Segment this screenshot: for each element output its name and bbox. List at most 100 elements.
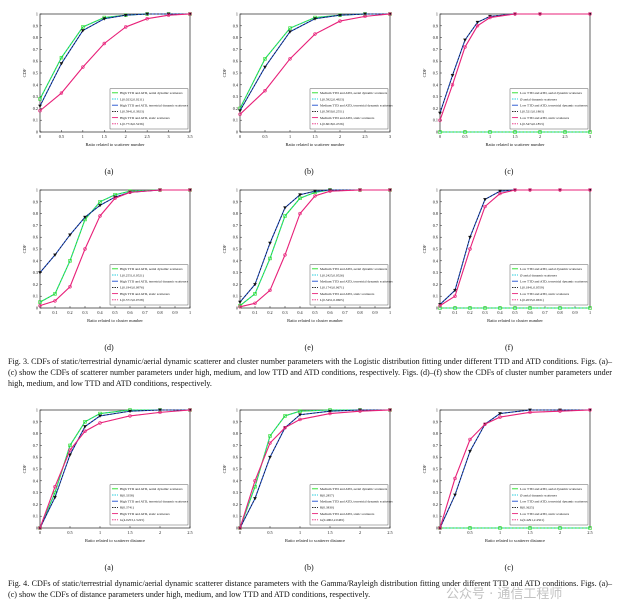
data-point [438, 303, 442, 308]
data-point [59, 55, 64, 60]
y-tick-label: 0.8 [33, 35, 38, 40]
legend: Medium TTD and ATD, aerial dynamic scatt… [309, 264, 393, 306]
y-tick-label: 0.8 [233, 211, 238, 216]
data-point [468, 306, 472, 310]
fit-line [239, 409, 391, 529]
data-point [98, 200, 102, 204]
data-point [450, 83, 455, 87]
data-point [268, 241, 272, 246]
data-point [268, 441, 272, 445]
data-point [68, 285, 72, 289]
legend-entry: High TTD and ATD, aerial dynamic scatter… [120, 91, 183, 96]
y-tick-label: 0.2 [433, 106, 438, 111]
legend-entry: Ø aerial dynamic scatterers [520, 493, 558, 497]
data-point [80, 29, 85, 33]
y-axis-label: CDF [222, 244, 227, 253]
y-tick-label: 0.1 [33, 294, 38, 299]
y-tick-label: 0.8 [233, 35, 238, 40]
legend-entry: Medium TTD and ATD, aerial dynamic scatt… [320, 91, 388, 96]
data-point [166, 13, 171, 17]
y-tick-label: 0 [36, 306, 38, 311]
data-point [513, 130, 517, 134]
y-tick-label: 0.1 [433, 294, 438, 299]
legend-entry: L(0.5941,0.3923) [120, 110, 144, 115]
y-tick-label: 0.2 [433, 502, 438, 507]
data-point [158, 410, 162, 415]
legend-entry: R(0.3625) [520, 506, 534, 510]
data-point [38, 104, 42, 108]
data-point [313, 17, 317, 21]
panel-label: (c) [504, 563, 514, 572]
data-point [53, 484, 57, 489]
data-point [83, 429, 87, 433]
y-tick-label: 0.4 [33, 258, 39, 263]
legend-entry: L(0.1841,0.0559) [520, 286, 544, 291]
x-tick-label: 0.1 [252, 310, 257, 315]
legend-entry: High TTD and ATD, static scatterers [120, 116, 170, 121]
legend-entry: Low TTD and ATD, terrestrial dynamic sca… [520, 280, 588, 285]
legend-entry: Medium TTD and ATD, static scatterers [320, 116, 375, 121]
data-point [528, 188, 532, 192]
y-tick-label: 0.1 [433, 514, 438, 519]
data-point [38, 97, 42, 101]
legend-entry: High TTD and ATD, aerial dynamic scatter… [120, 267, 183, 272]
data-point [498, 306, 502, 310]
legend: Low TTD and ATD, aerial dynamic scattere… [509, 484, 589, 526]
legend-entry: L(0.2425,0.0526) [320, 273, 344, 278]
data-point [313, 189, 317, 194]
x-tick-label: 1 [189, 310, 191, 315]
legend-entry: L(0.2551,0.0521) [120, 273, 144, 278]
x-tick-label: 0.5 [262, 134, 267, 139]
x-tick-label: 0.6 [527, 310, 532, 315]
x-tick-label: 0 [439, 530, 441, 535]
panel-label: (d) [104, 343, 114, 352]
legend-box [309, 88, 389, 130]
data-point [438, 118, 442, 122]
data-point [81, 25, 85, 29]
data-point [298, 211, 302, 216]
y-tick-label: 0.2 [433, 282, 438, 287]
data-point [53, 253, 57, 257]
y-tick-label: 0.8 [433, 431, 438, 436]
x-tick-label: 0.3 [482, 310, 487, 315]
y-tick-label: 0.9 [233, 419, 238, 424]
y-tick-label: 0.4 [433, 478, 439, 483]
y-tick-label: 0.6 [433, 59, 438, 64]
y-tick-label: 1 [436, 408, 438, 413]
data-point [158, 188, 162, 192]
y-tick-label: 0.4 [233, 82, 239, 87]
data-point [313, 32, 317, 36]
data-point [238, 109, 242, 113]
x-tick-label: 0.3 [82, 310, 87, 315]
x-tick-label: 0.7 [142, 310, 147, 315]
legend: High TTD and ATD, aerial dynamic scatter… [109, 484, 189, 526]
data-point [588, 188, 592, 192]
fit-line [39, 409, 190, 529]
data-point [98, 421, 102, 425]
x-tick-label: 0.4 [97, 310, 103, 315]
legend-entry: G(0.4902,2.0465) [320, 518, 344, 523]
y-tick-label: 0.3 [33, 270, 38, 275]
fit-line [39, 13, 190, 107]
data-point [102, 17, 107, 21]
fit-line [439, 409, 590, 529]
y-tick-label: 0.5 [33, 71, 38, 76]
fig4-caption: Fig. 4. CDFs of static/terrestrial dynam… [8, 579, 612, 599]
y-tick-label: 0 [436, 130, 438, 135]
data-point [253, 283, 257, 287]
data-point [438, 130, 442, 134]
x-tick-label: 1.5 [327, 530, 332, 535]
x-tick-label: 1.5 [312, 134, 317, 139]
data-point [313, 194, 317, 198]
x-tick-label: 0.8 [557, 310, 562, 315]
y-tick-label: 0.8 [33, 211, 38, 216]
data-point [453, 288, 457, 293]
y-tick-label: 0.1 [33, 118, 38, 123]
x-axis-label: Ratio related to cluster number [487, 318, 543, 323]
x-tick-label: 1 [299, 530, 301, 535]
data-point [328, 411, 332, 416]
data-point [81, 65, 85, 69]
data-point [188, 408, 192, 412]
data-point [298, 409, 302, 413]
data-point [468, 449, 472, 454]
